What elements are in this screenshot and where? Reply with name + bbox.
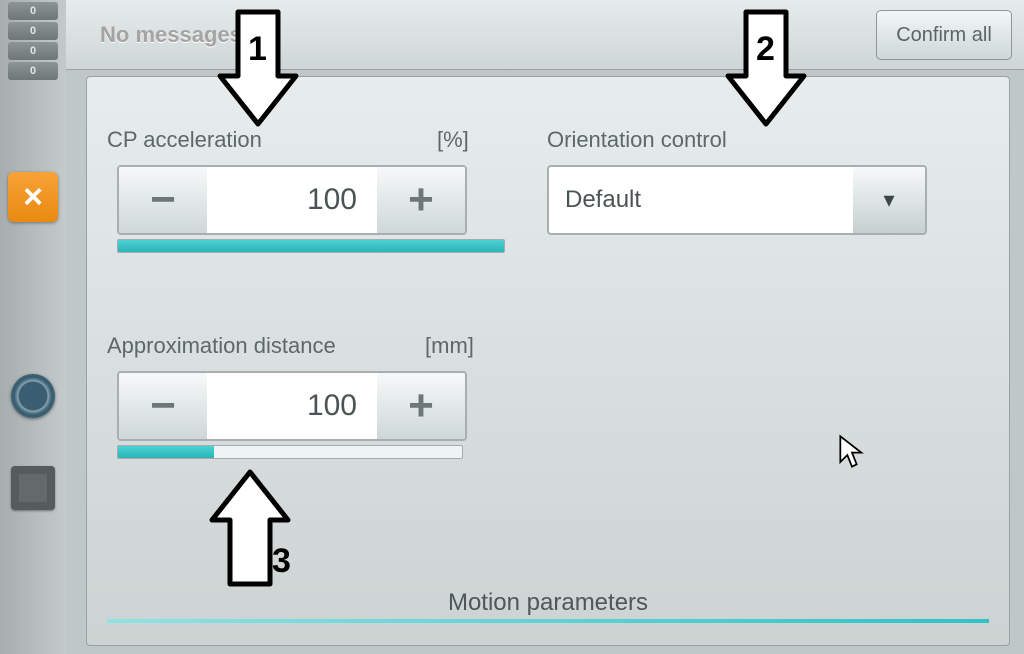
approximation-distance-label: Approximation distance (107, 333, 336, 359)
tab-underline (107, 619, 989, 623)
orientation-control-dropdown[interactable]: Default ▾ (547, 165, 927, 235)
close-icon: × (23, 178, 43, 217)
status-badge: 0 (8, 22, 58, 40)
motion-parameters-panel: CP acceleration [%] − 100 + Orientation … (86, 76, 1010, 646)
cp-acceleration-minus-button[interactable]: − (119, 167, 207, 233)
approximation-distance-plus-button[interactable]: + (377, 373, 465, 439)
status-badge: 0 (8, 2, 58, 20)
cp-acceleration-plus-button[interactable]: + (377, 167, 465, 233)
close-button[interactable]: × (8, 172, 58, 222)
cp-acceleration-value[interactable]: 100 (207, 167, 377, 233)
status-badge: 0 (8, 62, 58, 80)
badge-value: 0 (30, 45, 36, 57)
badge-value: 0 (30, 5, 36, 17)
cp-acceleration-stepper: − 100 + (117, 165, 467, 235)
plus-icon: + (408, 175, 434, 225)
status-badge: 0 (8, 42, 58, 60)
cp-acceleration-label: CP acceleration (107, 127, 262, 153)
chip-icon[interactable] (11, 466, 55, 510)
cp-acceleration-progress-fill (118, 240, 504, 252)
approximation-distance-progress (117, 445, 463, 459)
minus-icon: − (150, 381, 176, 431)
cp-acceleration-unit: [%] (437, 127, 469, 153)
header: No messages Confirm all (66, 0, 1024, 70)
approximation-distance-progress-fill (118, 446, 214, 458)
tab-motion-parameters[interactable]: Motion parameters (448, 589, 648, 617)
gear-icon[interactable] (11, 374, 55, 418)
confirm-all-label: Confirm all (896, 24, 992, 47)
confirm-all-button[interactable]: Confirm all (876, 10, 1012, 60)
badge-value: 0 (30, 65, 36, 77)
plus-icon: + (408, 381, 434, 431)
approximation-distance-minus-button[interactable]: − (119, 373, 207, 439)
cursor-icon (838, 434, 866, 468)
annotation-arrow-label-3: 3 (272, 542, 291, 581)
annotation-arrow-label-1: 1 (248, 30, 267, 69)
chevron-down-icon: ▾ (853, 167, 925, 233)
badge-value: 0 (30, 25, 36, 37)
approximation-distance-value[interactable]: 100 (207, 373, 377, 439)
minus-icon: − (150, 175, 176, 225)
orientation-control-value: Default (549, 167, 853, 233)
cp-acceleration-progress (117, 239, 505, 253)
approximation-distance-unit: [mm] (425, 333, 474, 359)
messages-label: No messages (100, 22, 242, 48)
orientation-control-label: Orientation control (547, 127, 727, 153)
left-rail: 0 0 0 0 × (0, 0, 66, 654)
approximation-distance-stepper: − 100 + (117, 371, 467, 441)
annotation-arrow-label-2: 2 (756, 30, 775, 69)
